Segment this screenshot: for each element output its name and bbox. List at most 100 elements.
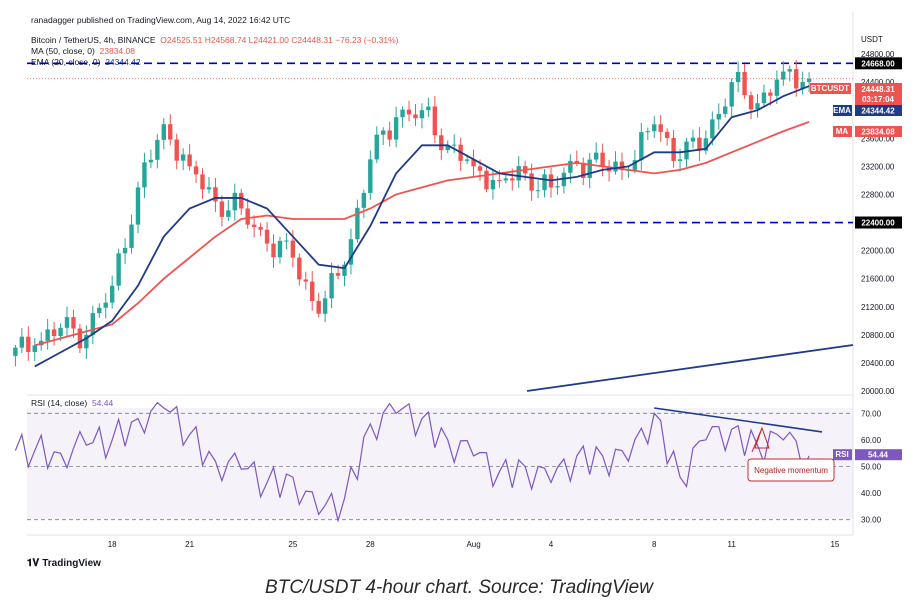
rsi-tick-label: 70.00 (861, 409, 882, 418)
time-tick-label: 28 (366, 540, 375, 549)
candle-down (303, 279, 308, 282)
publish-info: ranadagger published on TradingView.com,… (31, 15, 291, 25)
candle-up (613, 161, 618, 172)
candle-up (652, 124, 657, 132)
candle-up (690, 137, 696, 142)
candle-up (632, 160, 638, 170)
candle-up (729, 82, 734, 107)
candle-down (574, 160, 580, 163)
candle-up (103, 302, 108, 308)
candle-up (535, 190, 541, 192)
candle-up (122, 247, 128, 254)
candle-down (335, 273, 341, 276)
candle-up (393, 117, 399, 140)
ma-value-badge-bg (855, 126, 902, 137)
candle-up (703, 138, 709, 151)
symbol-legend: Bitcoin / TetherUS, 4h, BINANCE O24525.5… (31, 35, 399, 45)
candle-down (671, 137, 676, 161)
ma-tag-bg (833, 126, 852, 137)
price-tick-label: 22800.00 (861, 190, 895, 199)
ma-value: 23834.08 (99, 46, 135, 56)
ema-value-badge: 24344.42 (861, 107, 895, 116)
candle-up (381, 130, 386, 135)
symbol-title: Bitcoin / TetherUS, 4h, BINANCE (31, 35, 156, 45)
time-tick-label: 15 (830, 540, 839, 549)
ema-value: 24344.42 (105, 57, 141, 67)
candle-up (342, 264, 347, 276)
candle-down (529, 173, 534, 191)
candle-up (142, 162, 147, 188)
candle-down (619, 161, 625, 171)
time-tick-label: 4 (549, 540, 554, 549)
candle-up (761, 92, 767, 104)
candle-down (664, 131, 670, 138)
candle-up (806, 78, 812, 82)
candle-down (484, 170, 489, 190)
candle-down (193, 166, 199, 175)
candle-up (684, 141, 689, 160)
candle-up (374, 134, 379, 160)
rsi-label: RSI (14, close) (31, 398, 88, 408)
ema-tag: EMA (833, 106, 851, 115)
support-badge-bg (855, 216, 902, 229)
support-badge: 22400.00 (861, 219, 895, 228)
annotation-box (747, 458, 835, 482)
time-tick-label: 25 (288, 540, 297, 549)
candle-down (697, 137, 702, 151)
candle-up (322, 298, 328, 314)
rsi-line (14, 401, 810, 523)
candle-down (439, 135, 444, 151)
ema-label: EMA (20, close, 0) (31, 57, 101, 67)
candle-up (155, 139, 160, 160)
candle-up (503, 178, 509, 181)
candle-down (497, 180, 502, 182)
candle-up (116, 253, 121, 286)
candle-up (361, 192, 367, 208)
candle-up (464, 159, 470, 161)
price-tick-label: 20000.00 (861, 387, 895, 396)
price-badge-bg (855, 83, 902, 105)
candle-up (32, 345, 37, 352)
candle-up (516, 166, 521, 181)
candle-up (148, 159, 154, 163)
candle-up (639, 132, 644, 161)
rsi-tick-label: 50.00 (861, 463, 882, 472)
candle-down (658, 124, 663, 132)
candle-up (735, 72, 741, 83)
candle-down (245, 208, 250, 225)
ohlc-values: O24525.51 H24568.74 L24421.00 C24448.31 … (160, 35, 399, 45)
candle-up (645, 131, 650, 133)
rsi-tick-label: 30.00 (861, 516, 882, 525)
candle-down (477, 166, 483, 171)
rising-trendline (526, 344, 854, 392)
candle-up (348, 239, 354, 265)
candle-up (329, 273, 334, 299)
candle-down (213, 187, 218, 202)
candle-down (600, 152, 605, 167)
candle-down (742, 72, 747, 96)
candle-down (200, 174, 205, 190)
candle-up (723, 106, 728, 114)
rsi-tag-bg (833, 449, 852, 461)
candle-down (187, 154, 192, 167)
candle-up (355, 207, 360, 240)
candle-up (677, 159, 683, 161)
rsi-tick-label: 40.00 (861, 489, 882, 498)
time-tick-label: 11 (728, 540, 737, 549)
candle-up (368, 159, 373, 193)
tradingview-logo: 𝟏𝐕 TradingView (27, 558, 101, 569)
candle-up (445, 145, 450, 151)
ma-tag: MA (836, 127, 849, 136)
candle-down (258, 227, 263, 230)
candle-up (277, 240, 283, 258)
tv-logo-icon: 𝟏𝐕 (27, 558, 40, 569)
price-tick-label: 21600.00 (861, 275, 895, 284)
candle-up (64, 317, 70, 328)
candle-up (135, 187, 141, 225)
price-tick-label: 22000.00 (861, 247, 895, 256)
candle-down (290, 240, 296, 258)
candle-up (716, 113, 721, 120)
rsi-tag: RSI (835, 450, 848, 459)
time-tick-label: 18 (108, 540, 117, 549)
